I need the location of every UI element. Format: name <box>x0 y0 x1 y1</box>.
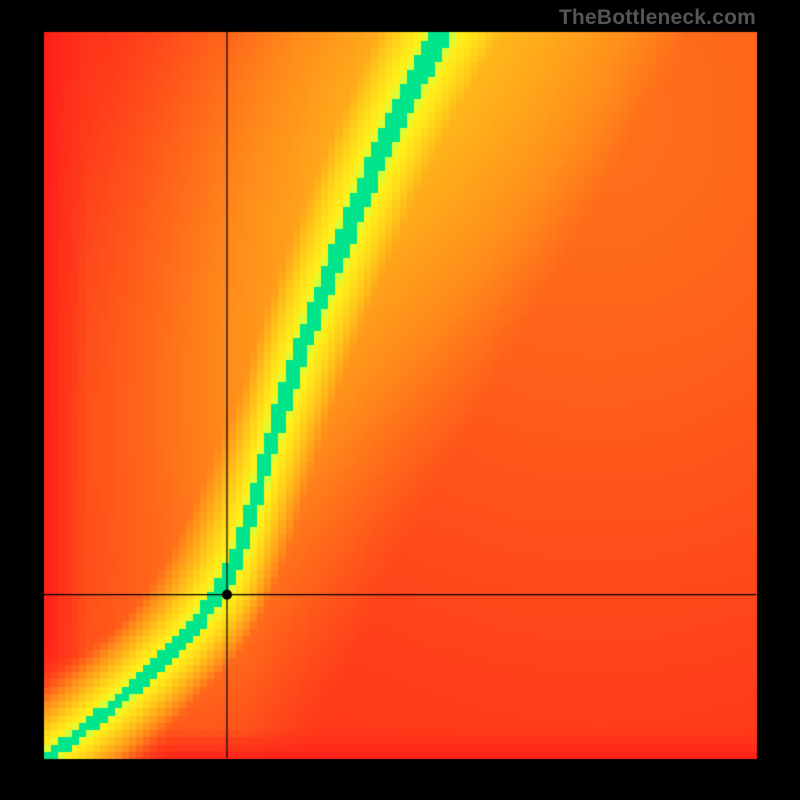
heatmap-canvas <box>0 0 800 800</box>
watermark-text: TheBottleneck.com <box>559 6 756 30</box>
bottleneck-heatmap-container: TheBottleneck.com <box>0 0 800 800</box>
